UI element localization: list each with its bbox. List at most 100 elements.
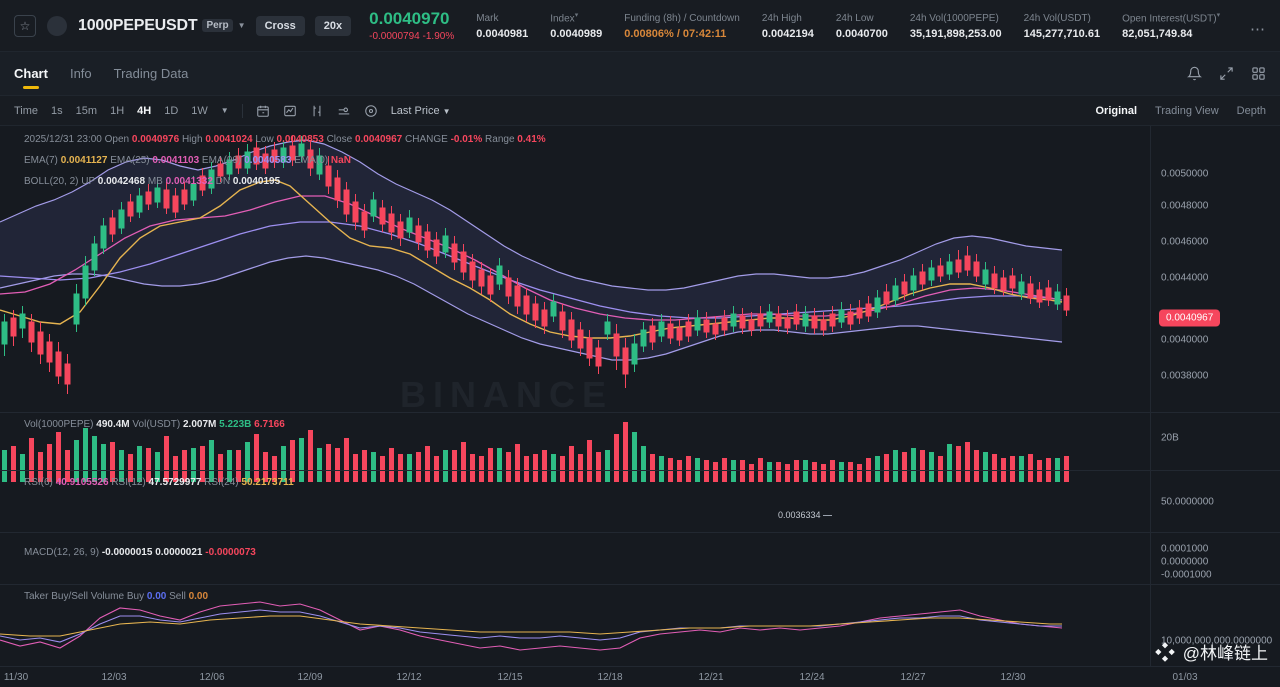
info-icon: ▾ [1216, 11, 1221, 19]
macd-axis-tick: 0.0000000 [1161, 556, 1209, 568]
stat-index: Index▾ 0.0040989 [550, 11, 602, 40]
macd-title: MACD(12, 26, 9) [24, 547, 100, 558]
boll-mb-label: MB [147, 176, 163, 187]
boll-dn-label: DN [215, 176, 231, 187]
price-plot-area[interactable] [0, 126, 1150, 666]
time-tick: 01/03 [1172, 672, 1198, 683]
grid-layout-icon[interactable] [1251, 66, 1266, 81]
ema25-value: 0.0041103 [152, 155, 200, 166]
expand-icon[interactable] [1219, 66, 1234, 81]
timeframe-1h[interactable]: 1H [110, 104, 125, 117]
indicators-icon[interactable] [310, 104, 324, 118]
pane-divider [0, 412, 1280, 413]
current-price-badge: 0.0040967 [1159, 309, 1221, 327]
stat-label: Funding (8h) / Countdown [624, 13, 740, 24]
taker-title: Taker Buy/Sell Volume [24, 591, 125, 602]
boll-mb-value: 0.0041332 [165, 176, 213, 187]
price-change-pct: -1.90% [422, 30, 455, 42]
boll-title: BOLL(20, 2) [24, 176, 79, 187]
ticker-bar: ☆ 1000PEPEUSDT Perp ▼ Cross 20x 0.004097… [0, 0, 1280, 52]
chevron-down-icon[interactable]: ▼ [237, 21, 246, 30]
chart-view-tabs: Original Trading View Depth [1095, 105, 1266, 117]
ohlc-high-value: 0.0041024 [205, 134, 253, 145]
ohlc-range-label: Range [485, 134, 515, 145]
stat-value: 0.0040981 [476, 28, 529, 40]
pane-divider [0, 470, 1280, 471]
price-tick: 0.0038000 [1161, 370, 1209, 382]
chevron-down-icon: ▼ [442, 106, 451, 116]
stat-label: Mark [476, 13, 499, 24]
tab-info[interactable]: Info [69, 66, 92, 81]
timeframe-more-chevron-icon[interactable]: ▼ [220, 106, 229, 115]
coin-logo-icon [47, 15, 67, 36]
leverage-button[interactable]: 20x [314, 15, 352, 36]
chart-type-icon[interactable] [283, 104, 297, 118]
time-tick: 12/21 [698, 672, 724, 683]
tab-chart[interactable]: Chart [14, 52, 48, 96]
ema7-line [0, 179, 1063, 339]
boll-legend: BOLL(20, 2) UP 0.0042468 MB 0.0041332 DN… [24, 176, 280, 187]
swing-low-annotation: 0.0036334 [778, 510, 831, 520]
taker-sell-label: Sell [169, 591, 186, 602]
volume-ma1-value: 5.223B [219, 419, 252, 430]
view-tab-trading-view[interactable]: Trading View [1155, 104, 1219, 117]
margin-mode-button[interactable]: Cross [255, 15, 305, 36]
more-options-icon[interactable]: ⋯ [1250, 21, 1266, 38]
stat-label: 24h Vol(USDT) [1023, 13, 1091, 24]
ohlc-range-value: 0.41% [517, 134, 546, 145]
ohlc-low-value: 0.0040853 [276, 134, 324, 145]
view-tab-original[interactable]: Original [1095, 104, 1138, 117]
macd-hist-value: -0.0000073 [205, 547, 256, 558]
pane-divider [0, 584, 1280, 585]
rsi24-value: 50.2173711 [241, 477, 294, 488]
drawing-tools-icon[interactable] [337, 104, 351, 118]
ohlc-legend: 2025/12/31 23:00 Open 0.0040976 High 0.0… [24, 134, 546, 145]
last-price-value: 0.0040970 [369, 9, 450, 29]
time-tick: 12/12 [396, 672, 422, 683]
time-dropdown[interactable]: Time [14, 104, 39, 117]
time-tick: 12/18 [597, 672, 623, 683]
symbol-name[interactable]: 1000PEPEUSDT [78, 16, 198, 34]
time-axis[interactable]: 11/30 12/03 12/06 12/09 12/12 12/15 12/1… [0, 666, 1280, 687]
ema7-label: EMA(7) [24, 155, 58, 166]
taker-buy-label: Buy [126, 591, 145, 602]
macd-dif-value: -0.0000015 [101, 547, 153, 558]
chart-zone[interactable]: BINANCE [0, 126, 1280, 687]
timeframe-15m[interactable]: 15m [75, 104, 98, 117]
last-price-block: 0.0040970 -0.0000794 -1.90% [369, 9, 454, 42]
ema7-value: 0.0041127 [60, 155, 108, 166]
volume-histogram [2, 422, 1069, 482]
ohlc-open-label: Open [104, 134, 130, 145]
ohlc-close-label: Close [326, 134, 353, 145]
time-tick: 12/24 [799, 672, 825, 683]
bell-icon[interactable] [1187, 66, 1202, 81]
bollinger-lower-line [0, 255, 1063, 361]
stat-24h-high: 24h High 0.0042194 [762, 11, 814, 40]
settings-icon[interactable] [364, 104, 378, 118]
favorite-star-icon[interactable]: ☆ [14, 14, 36, 37]
price-change-value: -0.0000794 -1.90% [369, 31, 454, 42]
rsi-axis-tick: 50.0000000 [1161, 496, 1214, 508]
timeframe-1w[interactable]: 1W [191, 104, 208, 117]
binance-logo-icon [1154, 641, 1175, 662]
timeframe-1s[interactable]: 1s [51, 104, 63, 117]
tab-trading-data[interactable]: Trading Data [113, 66, 189, 81]
price-source-dropdown[interactable]: Last Price ▼ [391, 105, 451, 117]
price-source-label: Last Price [390, 104, 440, 117]
timeframe-4h[interactable]: 4H [137, 104, 152, 117]
ohlc-open-value: 0.0040976 [131, 134, 180, 145]
panel-tab-strip: Chart Info Trading Data [0, 52, 1280, 96]
ema99-value: 0.0040583 [244, 155, 292, 166]
bollinger-upper-line [0, 139, 1063, 291]
timeframe-1d[interactable]: 1D [164, 104, 179, 117]
view-tab-depth[interactable]: Depth [1236, 104, 1266, 117]
stat-mark: Mark 0.0040981 [476, 11, 528, 40]
calendar-icon[interactable] [256, 104, 270, 118]
stat-24h-low: 24h Low 0.0040700 [836, 11, 888, 40]
watermark-text: @林峰链上 [1182, 644, 1268, 663]
price-axis[interactable]: 0.0050000 0.0048000 0.0046000 0.0044000 … [1150, 126, 1280, 666]
volume-legend: Vol(1000PEPE) 490.4M Vol(USDT) 2.007M 5.… [24, 419, 285, 430]
macd-axis-tick: 0.0001000 [1161, 543, 1209, 555]
macd-dea-value: 0.0000021 [155, 547, 203, 558]
